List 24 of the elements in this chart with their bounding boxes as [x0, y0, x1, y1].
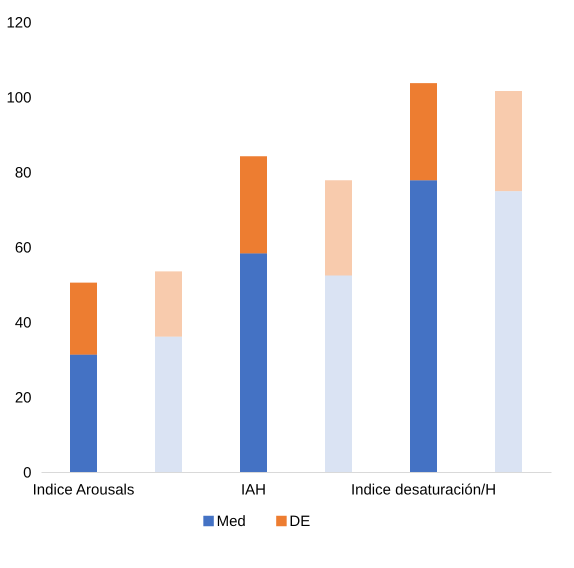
- bar: [70, 354, 97, 472]
- y-tick-label: 120: [6, 14, 32, 32]
- y-tick-label: 20: [14, 390, 32, 406]
- x-tick-label: IAH: [240, 482, 266, 498]
- legend-label: DE: [289, 513, 310, 530]
- y-tick-label: 100: [6, 90, 32, 106]
- y-tick-label: 0: [23, 464, 32, 482]
- bar: [410, 180, 437, 472]
- bar: [70, 282, 97, 355]
- bar: [240, 156, 267, 254]
- bar: [155, 271, 182, 337]
- legend-label: Med: [216, 513, 246, 530]
- bar: [325, 276, 352, 472]
- bar: [495, 91, 522, 192]
- y-tick-label: 80: [14, 164, 32, 182]
- bar: [240, 253, 267, 472]
- bar: [155, 336, 182, 472]
- y-tick-label: 40: [14, 314, 32, 332]
- bar: [325, 180, 352, 276]
- x-tick-label: Indice Arousals: [32, 482, 134, 498]
- bar: [495, 191, 522, 472]
- bar: [410, 83, 437, 180]
- x-tick-label: Indice desaturación/H: [350, 482, 496, 498]
- y-tick-label: 60: [14, 240, 32, 256]
